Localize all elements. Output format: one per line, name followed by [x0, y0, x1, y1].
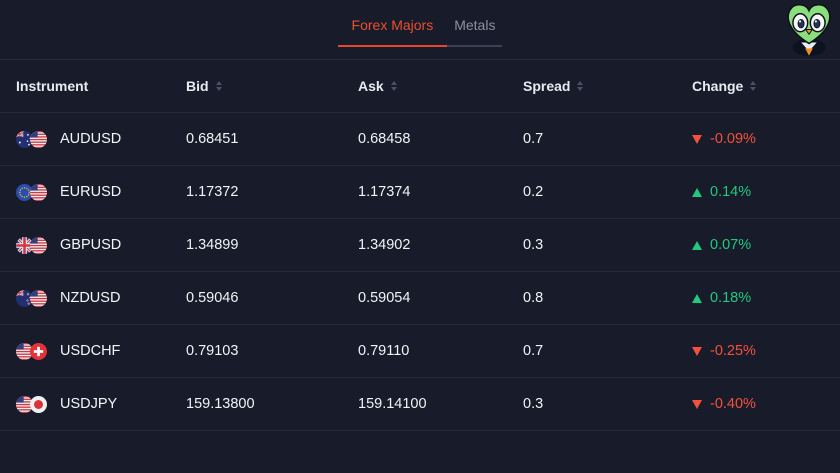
- flag-pair: [16, 342, 47, 360]
- change-value: -0.25%: [710, 343, 756, 359]
- table-row-nzdusd[interactable]: NZDUSD 0.59046 0.59054 0.8 0.18%: [0, 272, 840, 325]
- instrument-symbol: NZDUSD: [60, 290, 121, 306]
- column-label: Spread: [523, 78, 571, 94]
- usa-flag-icon: [30, 183, 47, 201]
- bid-value: 1.34899: [186, 237, 239, 253]
- table-row-eurusd[interactable]: EURUSD 1.17372 1.17374 0.2 0.14%: [0, 166, 840, 219]
- tab-list: Forex Majors Metals: [0, 0, 840, 47]
- australia-flag-icon: [16, 130, 33, 148]
- instrument-symbol: EURUSD: [60, 184, 122, 200]
- usa-flag-icon: [30, 130, 47, 148]
- tab-bar: Forex Majors Metals: [0, 0, 840, 60]
- ask-value: 1.34902: [358, 237, 411, 253]
- ask-value: 0.59054: [358, 290, 411, 306]
- spread-value: 0.3: [523, 237, 544, 253]
- bid-value: 1.17372: [186, 184, 239, 200]
- change-cell: 0.07%: [692, 237, 840, 253]
- column-header-change[interactable]: Change: [692, 78, 840, 94]
- ask-value: 0.79110: [358, 343, 410, 359]
- change-value: -0.40%: [710, 396, 756, 412]
- usa-flag-icon: [16, 395, 33, 413]
- flag-pair: [16, 130, 47, 148]
- ask-value: 0.68458: [358, 131, 411, 147]
- quotes-table: Instrument Bid Ask Spread Change: [0, 60, 840, 431]
- ask-value: 159.14100: [358, 396, 427, 412]
- column-header-spread[interactable]: Spread: [523, 78, 692, 94]
- new-zealand-flag-icon: [16, 289, 33, 307]
- column-header-ask[interactable]: Ask: [358, 78, 523, 94]
- arrow-up-icon: [692, 240, 702, 250]
- table-row-gbpusd[interactable]: GBPUSD 1.34899 1.34902 0.3 0.07%: [0, 219, 840, 272]
- change-value: 0.14%: [710, 184, 752, 200]
- change-cell: -0.40%: [692, 396, 840, 412]
- column-label: Change: [692, 78, 744, 94]
- column-header-bid[interactable]: Bid: [186, 78, 358, 94]
- change-value: 0.18%: [710, 290, 752, 306]
- bid-value: 0.79103: [186, 343, 239, 359]
- green-owl-mascot-icon[interactable]: [780, 1, 838, 57]
- spread-value: 0.3: [523, 396, 544, 412]
- spread-value: 0.7: [523, 131, 544, 147]
- arrow-up-icon: [692, 187, 702, 197]
- bid-value: 159.13800: [186, 396, 255, 412]
- instrument-symbol: AUDUSD: [60, 131, 122, 147]
- column-label: Bid: [186, 78, 209, 94]
- sort-icon: [215, 80, 222, 92]
- usa-flag-icon: [30, 236, 47, 254]
- change-cell: -0.25%: [692, 343, 840, 359]
- change-cell: -0.09%: [692, 131, 840, 147]
- arrow-up-icon: [692, 293, 702, 303]
- table-header-row: Instrument Bid Ask Spread Change: [0, 60, 840, 113]
- usa-flag-icon: [16, 342, 33, 360]
- flag-pair: [16, 289, 47, 307]
- flag-pair: [16, 395, 47, 413]
- usa-flag-icon: [30, 289, 47, 307]
- table-row-audusd[interactable]: AUDUSD 0.68451 0.68458 0.7 -0.09%: [0, 113, 840, 166]
- arrow-down-icon: [692, 399, 702, 409]
- table-row-usdjpy[interactable]: USDJPY 159.13800 159.14100 0.3 -0.40%: [0, 378, 840, 431]
- bid-value: 0.68451: [186, 131, 239, 147]
- column-label: Ask: [358, 78, 384, 94]
- change-value: -0.09%: [710, 131, 756, 147]
- change-cell: 0.18%: [692, 290, 840, 306]
- spread-value: 0.8: [523, 290, 544, 306]
- instrument-symbol: GBPUSD: [60, 237, 122, 253]
- table-row-usdchf[interactable]: USDCHF 0.79103 0.79110 0.7 -0.25%: [0, 325, 840, 378]
- instrument-symbol: USDJPY: [60, 396, 118, 412]
- instrument-symbol: USDCHF: [60, 343, 121, 359]
- arrow-down-icon: [692, 346, 702, 356]
- column-header-instrument[interactable]: Instrument: [16, 78, 186, 94]
- european-union-flag-icon: [16, 183, 33, 201]
- flag-pair: [16, 183, 47, 201]
- japan-flag-icon: [30, 395, 47, 413]
- ask-value: 1.17374: [358, 184, 411, 200]
- switzerland-flag-icon: [30, 342, 47, 360]
- sort-icon: [577, 80, 584, 92]
- tab-forex-majors[interactable]: Forex Majors: [337, 17, 448, 47]
- bid-value: 0.59046: [186, 290, 239, 306]
- flag-pair: [16, 236, 47, 254]
- spread-value: 0.7: [523, 343, 544, 359]
- change-value: 0.07%: [710, 237, 752, 253]
- change-cell: 0.14%: [692, 184, 840, 200]
- sort-icon: [750, 80, 757, 92]
- column-label: Instrument: [16, 78, 89, 94]
- sort-icon: [390, 80, 397, 92]
- tab-metals[interactable]: Metals: [447, 17, 503, 47]
- arrow-down-icon: [692, 134, 702, 144]
- spread-value: 0.2: [523, 184, 544, 200]
